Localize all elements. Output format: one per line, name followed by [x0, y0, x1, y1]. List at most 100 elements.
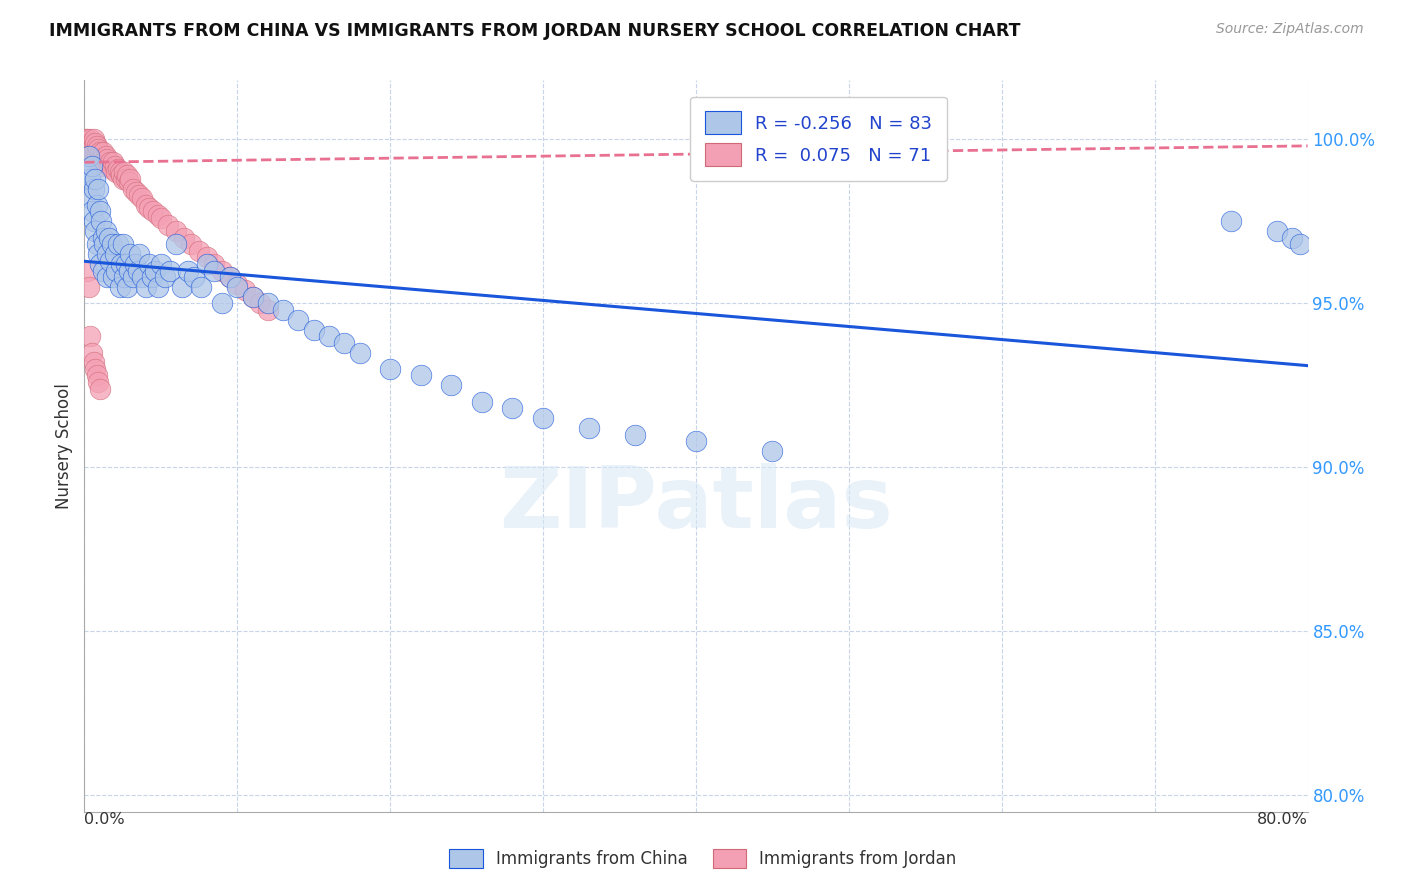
Point [77, 136, 100, 150]
Point [502, 401, 524, 416]
Point [89, 159, 111, 173]
Point [86, 198, 108, 212]
Point [409, 368, 432, 383]
Point [80, 136, 103, 150]
Point [226, 280, 249, 294]
Point [87, 155, 110, 169]
Point [94, 224, 117, 238]
Point [98, 253, 121, 268]
Point [79, 171, 101, 186]
Point [287, 312, 309, 326]
Point [96, 152, 118, 166]
Point [98, 155, 121, 169]
Point [86, 139, 108, 153]
Point [118, 175, 141, 189]
Point [122, 270, 145, 285]
Point [149, 257, 172, 271]
Point [202, 257, 225, 271]
Text: ZIPatlas: ZIPatlas [499, 463, 893, 546]
Point [97, 231, 120, 245]
Point [111, 171, 134, 186]
Point [180, 237, 202, 252]
Point [211, 296, 233, 310]
Point [155, 270, 177, 285]
Point [79, 132, 101, 146]
Point [131, 191, 153, 205]
Text: 80.0%: 80.0% [1257, 812, 1308, 827]
Point [108, 165, 131, 179]
Point [218, 270, 240, 285]
Point [76, 263, 98, 277]
Point [111, 237, 134, 252]
Point [1220, 214, 1243, 228]
Point [83, 139, 105, 153]
Point [1281, 231, 1303, 245]
Point [87, 375, 110, 389]
Point [115, 169, 138, 183]
Point [80, 142, 103, 156]
Point [190, 280, 212, 294]
Point [138, 201, 160, 215]
Point [1265, 224, 1288, 238]
Point [89, 257, 111, 271]
Point [89, 382, 111, 396]
Point [125, 185, 148, 199]
Point [242, 290, 264, 304]
Point [77, 149, 100, 163]
Point [83, 214, 105, 228]
Point [120, 171, 142, 186]
Point [127, 263, 149, 277]
Text: Source: ZipAtlas.com: Source: ZipAtlas.com [1216, 22, 1364, 37]
Point [93, 237, 115, 252]
Point [146, 208, 169, 222]
Point [84, 362, 107, 376]
Point [75, 132, 97, 146]
Point [105, 165, 128, 179]
Point [87, 247, 110, 261]
Text: 0.0%: 0.0% [84, 812, 125, 827]
Point [159, 263, 181, 277]
Point [84, 224, 107, 238]
Y-axis label: Nursery School: Nursery School [55, 383, 73, 509]
Point [172, 280, 194, 294]
Point [165, 224, 187, 238]
Point [86, 368, 108, 383]
Point [578, 421, 600, 435]
Point [131, 270, 153, 285]
Point [108, 280, 131, 294]
Point [531, 411, 554, 425]
Point [118, 263, 141, 277]
Point [257, 302, 280, 317]
Point [87, 181, 110, 195]
Point [249, 296, 271, 310]
Point [83, 132, 105, 146]
Point [110, 169, 132, 183]
Point [685, 434, 707, 448]
Point [105, 263, 128, 277]
Point [124, 257, 146, 271]
Point [84, 145, 107, 160]
Point [76, 139, 98, 153]
Point [104, 159, 127, 173]
Point [302, 322, 325, 336]
Point [624, 427, 647, 442]
Point [141, 270, 163, 285]
Point [101, 161, 124, 176]
Point [110, 257, 132, 271]
Point [146, 280, 169, 294]
Point [318, 329, 340, 343]
Point [103, 270, 125, 285]
Legend: Immigrants from China, Immigrants from Jordan: Immigrants from China, Immigrants from J… [443, 842, 963, 875]
Legend: R = -0.256   N = 83, R =  0.075   N = 71: R = -0.256 N = 83, R = 0.075 N = 71 [690, 96, 946, 181]
Point [112, 270, 135, 285]
Point [183, 270, 205, 285]
Point [380, 362, 402, 376]
Point [91, 263, 114, 277]
Point [83, 181, 105, 195]
Point [93, 155, 115, 169]
Point [76, 132, 98, 146]
Point [80, 204, 103, 219]
Point [91, 231, 114, 245]
Point [195, 251, 218, 265]
Point [86, 149, 108, 163]
